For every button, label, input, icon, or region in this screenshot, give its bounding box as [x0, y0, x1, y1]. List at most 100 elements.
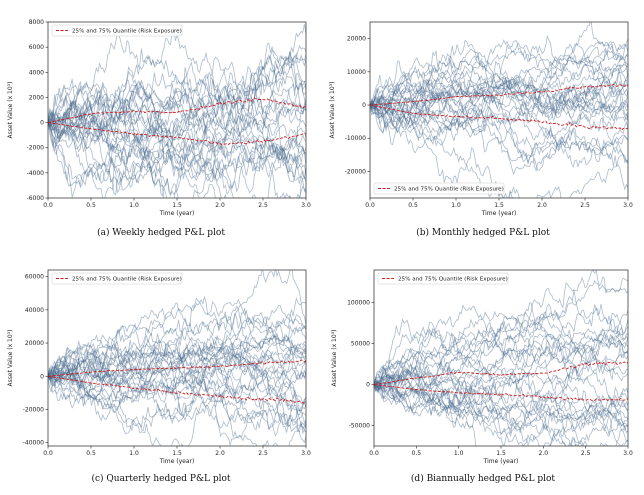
sample-path-line	[48, 308, 306, 406]
sample-path-line	[48, 56, 306, 142]
sample-path-line	[48, 83, 306, 140]
sample-path-line	[48, 357, 306, 435]
x-tick-label: 0.5	[412, 450, 422, 457]
sample-path-line	[370, 70, 628, 117]
x-tick-label: 1.5	[494, 202, 504, 209]
legend-box	[377, 272, 509, 285]
x-tick-label: 2.5	[258, 202, 268, 209]
sample-path-line	[48, 352, 306, 437]
sample-path-line	[374, 369, 604, 446]
sample-path-line	[374, 289, 628, 399]
sample-path-line	[370, 63, 628, 123]
sample-path-line	[48, 23, 306, 184]
x-tick-label: 1.5	[172, 202, 182, 209]
sample-path-line	[370, 80, 628, 163]
caption-monthly: (b) Monthly hedged P&L plot	[416, 228, 550, 238]
y-tick-label: 2000	[29, 94, 44, 101]
sample-path-line	[48, 122, 231, 198]
sample-path-line	[48, 70, 306, 176]
sample-path-line	[48, 347, 306, 396]
x-tick-label: 2.5	[580, 202, 590, 209]
sample-path-line	[370, 57, 628, 146]
sample-path-line	[374, 339, 628, 402]
y-tick-label: 0	[40, 373, 44, 380]
y-axis-label: Asset Value (x 10³)	[7, 330, 14, 387]
y-tick-label: 60000	[25, 274, 44, 281]
sample-path-line	[374, 380, 628, 446]
sample-path-line	[370, 95, 628, 191]
sample-path-line	[374, 304, 628, 390]
sample-path-line	[48, 320, 306, 377]
sample-path-line	[370, 71, 628, 134]
sample-path-line	[374, 310, 628, 392]
sample-path-line	[48, 348, 306, 435]
sample-path-line	[374, 319, 628, 385]
legend: 25% and 75% Quantile (Risk Exposure)	[377, 272, 509, 285]
sample-path-line	[48, 336, 306, 388]
sample-path-line	[48, 98, 306, 166]
sample-path-line	[374, 365, 628, 435]
sample-path-line	[48, 114, 306, 198]
x-axis-label: Time (year)	[159, 210, 195, 217]
y-tick-label: -2000	[27, 145, 45, 152]
x-tick-label: 2.0	[537, 202, 547, 209]
sample-path-line	[374, 377, 628, 446]
y-tick-label: 0	[40, 120, 44, 127]
sample-path-line	[370, 40, 628, 109]
sample-path-line	[48, 79, 306, 174]
sample-path-line	[370, 100, 628, 141]
y-axis-label: Asset Value (x 10³)	[7, 82, 14, 139]
sample-path-line	[48, 311, 306, 396]
sample-path-line	[48, 102, 306, 171]
sample-paths	[374, 270, 628, 446]
sample-path-line	[370, 39, 628, 110]
sample-path-line	[370, 55, 628, 115]
sample-path-line	[48, 362, 306, 438]
sample-path-line	[48, 348, 306, 412]
sample-path-line	[374, 309, 628, 394]
x-tick-label: 2.0	[215, 202, 225, 209]
sample-path-line	[48, 366, 306, 444]
sample-path-line	[370, 57, 628, 124]
x-tick-label: 0.0	[43, 450, 53, 457]
x-tick-label: 1.0	[454, 450, 464, 457]
sample-path-line	[48, 50, 306, 178]
sample-path-line	[48, 103, 306, 198]
legend-label: 25% and 75% Quantile (Risk Exposure)	[72, 277, 182, 283]
x-tick-label: 0.0	[43, 202, 53, 209]
sample-path-line	[48, 90, 306, 154]
x-tick-label: 0.0	[365, 202, 375, 209]
sample-path-line	[374, 328, 628, 385]
sample-path-line	[48, 79, 306, 147]
sample-path-line	[374, 302, 628, 385]
y-tick-label: 0	[366, 382, 370, 389]
sample-path-line	[48, 52, 306, 125]
sample-path-line	[374, 372, 628, 446]
y-tick-label: 20000	[347, 36, 366, 43]
sample-path-line	[48, 366, 306, 426]
sample-path-line	[374, 370, 628, 428]
sample-path-line	[48, 332, 306, 394]
x-tick-label: 1.5	[172, 450, 182, 457]
sample-path-line	[48, 90, 306, 198]
sample-path-line	[370, 102, 628, 198]
caption-biannually: (d) Biannually hedged P&L plot	[410, 474, 556, 484]
x-tick-label: 1.0	[129, 450, 139, 457]
y-tick-label: 20000	[25, 340, 44, 347]
sample-path-line	[374, 332, 628, 414]
sample-path-line	[48, 341, 306, 389]
legend-box	[51, 24, 183, 37]
sample-path-line	[48, 337, 306, 403]
legend: 25% and 75% Quantile (Risk Exposure)	[51, 24, 183, 37]
sample-path-line	[374, 368, 628, 446]
legend-label: 25% and 75% Quantile (Risk Exposure)	[72, 29, 182, 35]
sample-path-line	[374, 280, 628, 385]
quantile-lower-line	[370, 104, 628, 131]
sample-path-line	[48, 71, 306, 184]
sample-path-line	[370, 22, 628, 146]
sample-path-line	[374, 381, 628, 427]
sample-path-line	[374, 367, 628, 422]
sample-path-line	[48, 327, 306, 392]
legend-box	[51, 272, 183, 285]
chart-biannually-plot: 0.0 0.5 1.0 1.5 2.0 2.5 3.0 -50000 0 50000 100000 T…	[331, 269, 633, 465]
